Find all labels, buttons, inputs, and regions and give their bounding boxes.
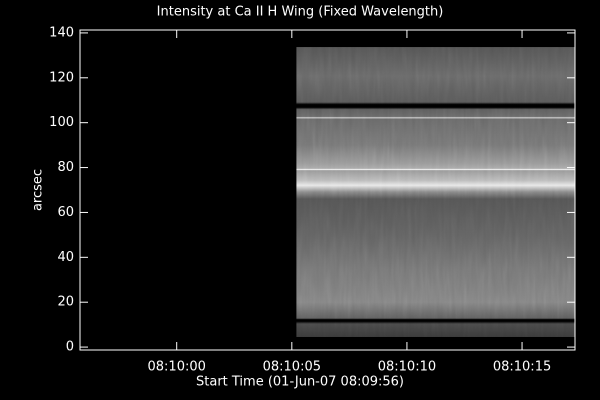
y-tick-label: 40 xyxy=(57,250,74,265)
y-tick-label: 140 xyxy=(49,25,74,40)
image-texture xyxy=(296,47,575,337)
y-tick-label: 120 xyxy=(49,70,74,85)
x-tick-label: 08:10:10 xyxy=(378,360,436,375)
x-tick-label: 08:10:00 xyxy=(148,360,206,375)
x-axis-label: Start Time (01-Jun-07 08:09:56) xyxy=(196,375,404,390)
x-tick-label: 08:10:15 xyxy=(493,360,551,375)
y-tick-label: 60 xyxy=(57,205,74,220)
y-tick-label: 0 xyxy=(66,340,74,355)
y-tick-label: 100 xyxy=(49,115,74,130)
y-axis-label: arcsec xyxy=(31,169,46,211)
y-tick-label: 20 xyxy=(57,295,74,310)
plot-frame xyxy=(79,29,576,351)
x-tick-label: 08:10:05 xyxy=(263,360,321,375)
chart-title: Intensity at Ca II H Wing (Fixed Wavelen… xyxy=(157,5,444,20)
y-tick-label: 80 xyxy=(57,160,74,175)
